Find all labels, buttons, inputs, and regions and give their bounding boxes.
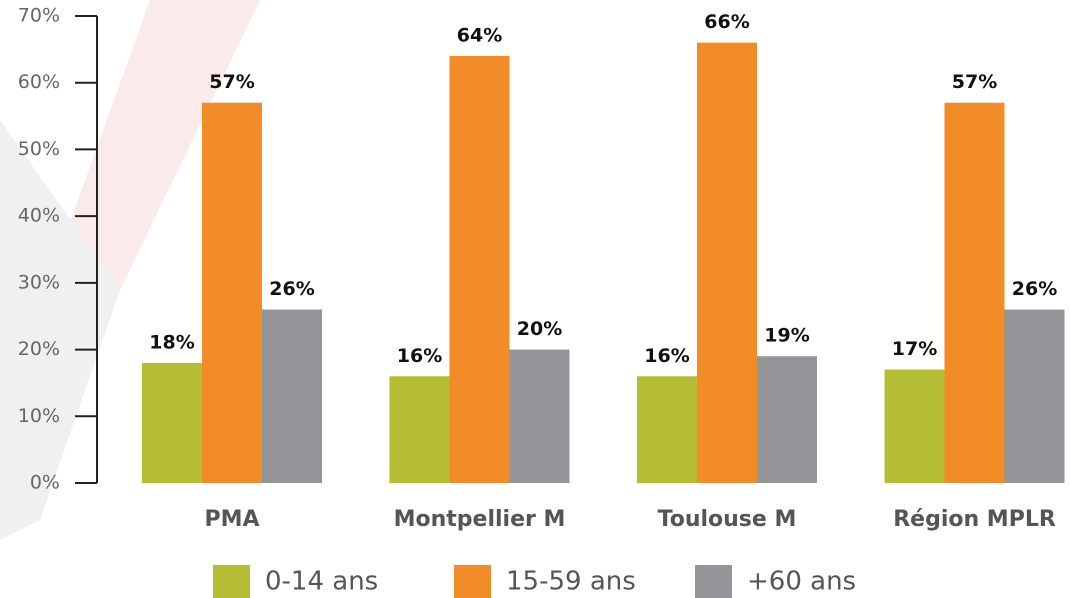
y-tick-label: 50%	[18, 138, 60, 160]
data-label: 26%	[269, 278, 314, 300]
legend-swatch	[695, 565, 732, 598]
legend-label: +60 ans	[747, 567, 856, 597]
y-tick-label: 30%	[18, 271, 60, 293]
bar	[449, 56, 510, 484]
y-tick-label: 0%	[30, 472, 60, 494]
x-tick-label: Montpellier M	[394, 507, 566, 532]
data-label: 17%	[892, 338, 937, 360]
y-tick-label: 40%	[18, 205, 60, 227]
bar	[142, 362, 202, 483]
y-tick-label: 70%	[18, 5, 60, 27]
x-tick-label: Toulouse M	[658, 507, 797, 532]
x-tick-label: PMA	[204, 507, 259, 532]
bar	[944, 102, 1005, 483]
background-shape	[0, 120, 120, 540]
legend-swatch	[213, 565, 250, 598]
legend-label: 0-14 ans	[265, 567, 378, 597]
y-tick-label: 20%	[18, 338, 60, 360]
y-tick-label: 10%	[18, 405, 60, 427]
bar	[1004, 309, 1065, 483]
data-label: 20%	[517, 318, 562, 340]
legend-label: 15-59 ans	[506, 567, 636, 597]
bar	[202, 102, 262, 483]
data-label: 18%	[149, 331, 194, 353]
data-label: 19%	[764, 325, 809, 347]
bar	[757, 356, 817, 483]
bar	[637, 376, 697, 483]
data-label: 57%	[952, 71, 997, 93]
data-label: 16%	[644, 345, 689, 367]
data-label: 26%	[1012, 278, 1057, 300]
data-label: 16%	[397, 345, 442, 367]
bar	[697, 42, 757, 483]
x-tick-label: Région MPLR	[893, 507, 1056, 532]
bar	[389, 376, 450, 483]
data-label: 57%	[209, 71, 254, 93]
y-tick-label: 60%	[18, 71, 60, 93]
data-label: 66%	[704, 11, 749, 33]
bar	[884, 369, 945, 483]
bar	[262, 309, 322, 483]
bar	[509, 349, 570, 483]
legend-swatch	[454, 565, 491, 598]
data-label: 64%	[457, 25, 502, 47]
